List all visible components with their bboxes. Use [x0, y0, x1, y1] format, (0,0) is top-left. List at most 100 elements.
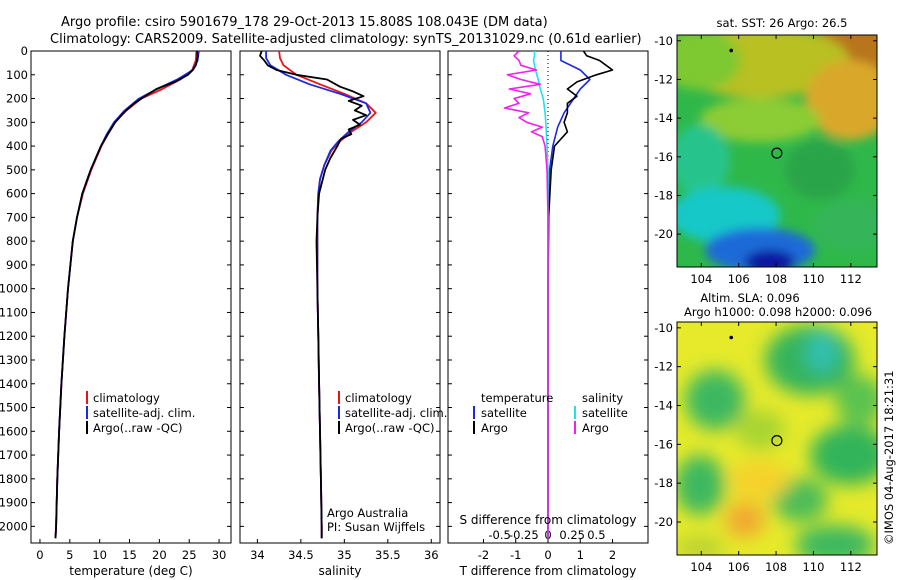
- salinity-tick-label: 35: [337, 548, 352, 562]
- sst-map-title: sat. SST: 26 Argo: 26.5: [717, 16, 848, 30]
- t-difference-argo-line: [547, 51, 614, 539]
- longitude-tick-label: 112: [840, 560, 862, 574]
- latitude-tick-label: -10: [654, 321, 673, 335]
- t-difference-tick-label: 1: [577, 548, 584, 562]
- s-difference-tick-label: -0.25: [509, 528, 539, 542]
- longitude-tick-label: 108: [765, 560, 787, 574]
- depth-tick-label: 900: [6, 258, 28, 272]
- depth-tick-label: 1900: [0, 496, 28, 510]
- temperature-tick-label: 5: [66, 548, 73, 562]
- t-difference-tick-label: -2: [478, 548, 489, 562]
- s-difference-label: S difference from climatology: [460, 513, 637, 527]
- s-difference-satellite-line: [532, 51, 549, 539]
- depth-tick-label: 400: [6, 139, 28, 153]
- legend-label-s-satellite: satellite: [582, 406, 628, 420]
- salinity-legend: climatology satellite-adj. clim. Argo(..…: [327, 391, 447, 534]
- longitude-tick-label: 110: [802, 272, 824, 286]
- t-difference-tick-label: -1: [510, 548, 521, 562]
- annotation-pi-name: PI: Susan Wijffels: [327, 520, 425, 534]
- temperature-climatology-line: [54, 51, 198, 539]
- depth-tick-label: 100: [6, 68, 28, 82]
- depth-tick-label: 300: [6, 115, 28, 129]
- depth-tick-label: 1700: [0, 448, 28, 462]
- temperature-argo-line: [54, 51, 199, 539]
- temperature-legend: climatology satellite-adj. clim. Argo(..…: [86, 391, 195, 435]
- difference-legend: temperature satellite Argo salinity sate…: [473, 391, 628, 435]
- annotation-argo-australia: Argo Australia: [327, 506, 408, 520]
- depth-tick-label: 1000: [0, 282, 28, 296]
- latitude-tick-label: -14: [654, 398, 673, 412]
- latitude-tick-label: -10: [654, 34, 673, 48]
- longitude-tick-label: 104: [690, 560, 712, 574]
- longitude-tick-label: 108: [765, 272, 787, 286]
- s-difference-tick-label: 0.5: [587, 528, 605, 542]
- t-difference-xlabel: T difference from climatology: [459, 564, 637, 578]
- salinity-tick-label: 34: [250, 548, 265, 562]
- legend-label-climatology: climatology: [345, 391, 412, 405]
- imos-timestamp: ©IMOS 04-Aug-2017 18:21:31: [882, 370, 896, 545]
- legend-label-climatology: climatology: [93, 391, 160, 405]
- salinity-tick-label: 34.5: [288, 548, 314, 562]
- longitude-tick-label: 110: [802, 560, 824, 574]
- argo-position-marker: [771, 147, 783, 159]
- salinity-tick-label: 35.5: [375, 548, 401, 562]
- salinity-argo-line: [259, 51, 368, 539]
- depth-tick-label: 1100: [0, 305, 28, 319]
- legend-title-salinity: salinity: [582, 391, 623, 405]
- longitude-tick-label: 112: [840, 272, 862, 286]
- sla-map-field: [677, 322, 877, 555]
- sst-map-field: [677, 35, 877, 267]
- depth-tick-label: 500: [6, 163, 28, 177]
- figure-title-line2: Climatology: CARS2009. Satellite-adjuste…: [50, 32, 642, 47]
- legend-label-t-satellite: satellite: [481, 406, 527, 420]
- temperature-tick-label: 25: [182, 548, 197, 562]
- temperature-tick-label: 10: [92, 548, 107, 562]
- depth-tick-label: 1200: [0, 329, 28, 343]
- latitude-tick-label: -12: [654, 360, 673, 374]
- latitude-tick-label: -20: [654, 515, 673, 529]
- latitude-tick-label: -16: [654, 150, 673, 164]
- latitude-tick-label: -20: [654, 227, 673, 241]
- salinity-tick-label: 36: [424, 548, 439, 562]
- latitude-tick-label: -12: [654, 72, 673, 86]
- longitude-tick-label: 104: [690, 272, 712, 286]
- s-difference-tick-label: -0.5: [488, 528, 510, 542]
- depth-tick-label: 800: [6, 234, 28, 248]
- temperature-plot-frame: [30, 50, 232, 544]
- salinity-plot-frame: [239, 50, 441, 544]
- legend-title-temperature: temperature: [481, 391, 553, 405]
- latitude-tick-label: -18: [654, 188, 673, 202]
- depth-tick-label: 700: [6, 210, 28, 224]
- temperature-tick-label: 0: [36, 548, 43, 562]
- legend-label-argo: Argo(..raw -QC): [345, 421, 435, 435]
- temperature-tick-label: 20: [152, 548, 167, 562]
- s-difference-argo-line: [503, 51, 549, 539]
- legend-label-s-argo: Argo: [582, 421, 609, 435]
- sla-map-frame: [676, 321, 878, 556]
- depth-tick-label: 2000: [0, 519, 28, 533]
- previous-position-marker: [729, 48, 734, 53]
- sla-map-title-line1: Altim. SLA: 0.096: [700, 291, 799, 305]
- latitude-tick-label: -14: [654, 111, 673, 125]
- legend-label-satellite: satellite-adj. clim.: [345, 406, 447, 420]
- longitude-tick-label: 106: [728, 272, 750, 286]
- depth-tick-label: 1300: [0, 353, 28, 367]
- latitude-tick-label: -18: [654, 476, 673, 490]
- temperature-satellite-line: [54, 51, 200, 539]
- t-difference-tick-label: 2: [609, 548, 616, 562]
- s-difference-tick-label: 0.25: [559, 528, 585, 542]
- salinity-xlabel: salinity: [318, 564, 361, 578]
- depth-tick-label: 200: [6, 92, 28, 106]
- sla-map-title-line2: Argo h1000: 0.098 h2000: 0.096: [684, 305, 872, 319]
- legend-label-t-argo: Argo: [481, 421, 508, 435]
- temperature-tick-label: 15: [122, 548, 137, 562]
- t-difference-tick-label: 0: [544, 548, 551, 562]
- latitude-tick-label: -16: [654, 437, 673, 451]
- depth-tick-label: 1500: [0, 401, 28, 415]
- temperature-xlabel: temperature (deg C): [69, 564, 192, 578]
- depth-tick-label: 0: [21, 44, 28, 58]
- t-difference-satellite-line: [547, 51, 591, 539]
- temperature-tick-label: 30: [212, 548, 227, 562]
- depth-tick-label: 1400: [0, 377, 28, 391]
